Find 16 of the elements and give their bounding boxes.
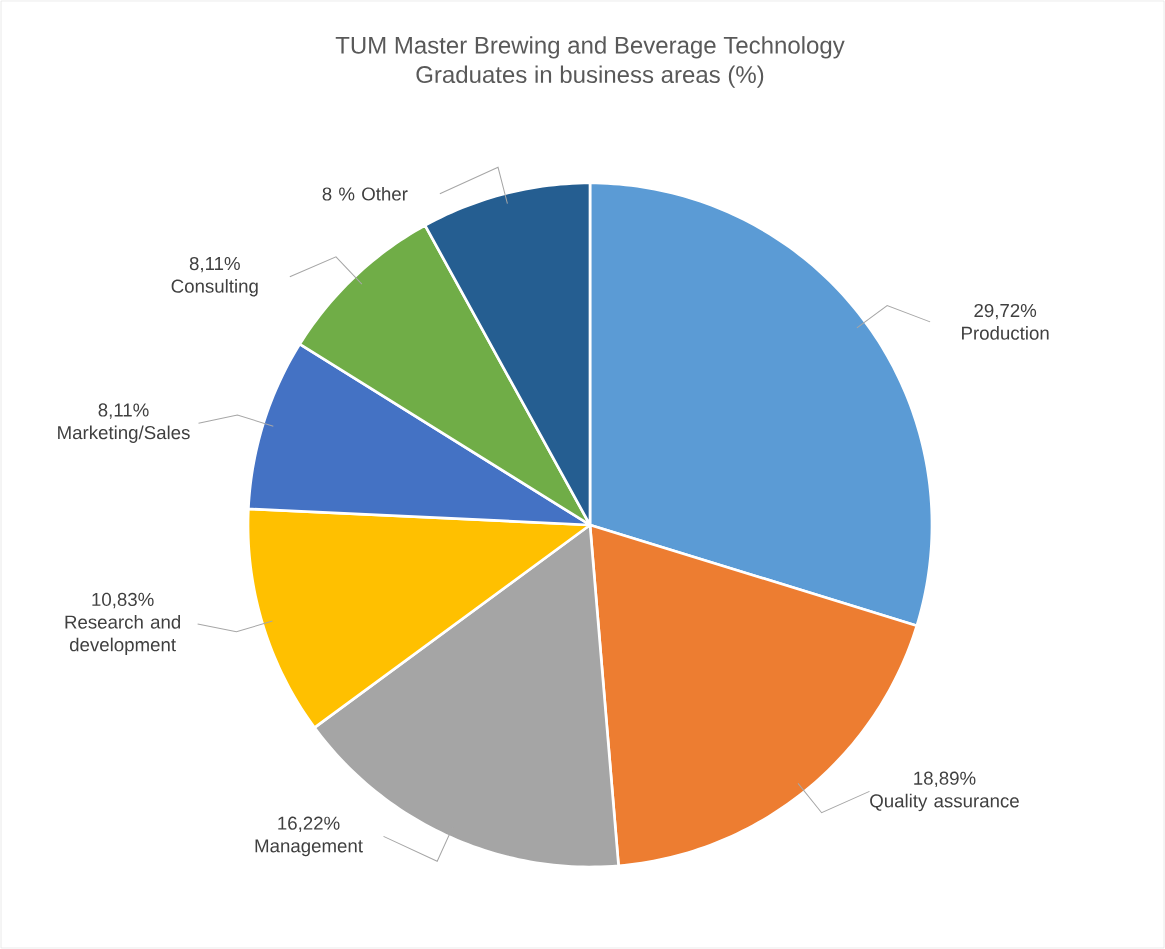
data-label: 18,89% <box>914 771 976 788</box>
slice-label: Consulting <box>171 279 258 297</box>
slice-label: Production <box>962 326 1049 340</box>
data-label: 10,83% <box>92 592 154 609</box>
data-label: 8,11% <box>98 403 149 419</box>
slice-label: Other <box>362 186 408 201</box>
slice-label: Marketing/Sales <box>58 425 190 443</box>
slice-label: Management <box>255 839 363 857</box>
data-label: 8 % <box>322 187 355 201</box>
chart-subtitle: Graduates in business areas (%) <box>416 65 764 88</box>
data-label: 29,72% <box>974 303 1037 320</box>
data-label: 16,22% <box>278 816 340 832</box>
slice-label: Research and development <box>65 614 181 656</box>
slice-label: Quality assurance <box>870 793 1019 812</box>
data-label: 8,11% <box>189 256 240 273</box>
chart-title: TUM Master Brewing and Beverage Technology <box>335 36 845 59</box>
